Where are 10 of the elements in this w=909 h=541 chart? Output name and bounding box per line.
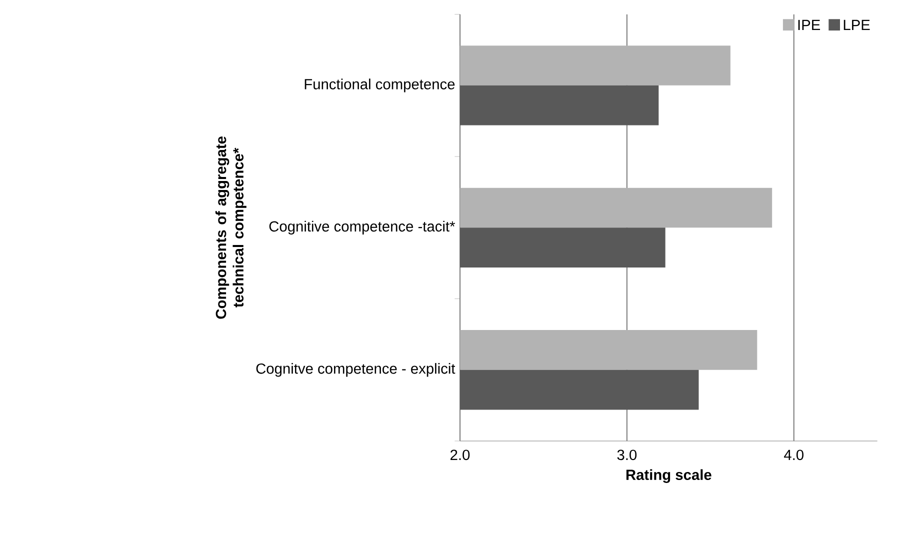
- y-axis-title: Components of aggregate technical competence*: [215, 136, 246, 319]
- y-tick-label: Cognitive competence -tacit*: [269, 220, 456, 234]
- legend-label: IPE: [798, 20, 820, 30]
- legend-label: LPE: [844, 20, 870, 30]
- y-tick-label: Functional competence: [304, 78, 455, 92]
- y-tick-label: Cognitve competence - explicit: [256, 363, 456, 377]
- x-tick-label: 2.0: [450, 450, 470, 460]
- x-tick-label: 4.0: [784, 450, 804, 460]
- x-tick-label: 3.0: [617, 450, 637, 460]
- x-axis-title: Rating scale: [626, 469, 712, 483]
